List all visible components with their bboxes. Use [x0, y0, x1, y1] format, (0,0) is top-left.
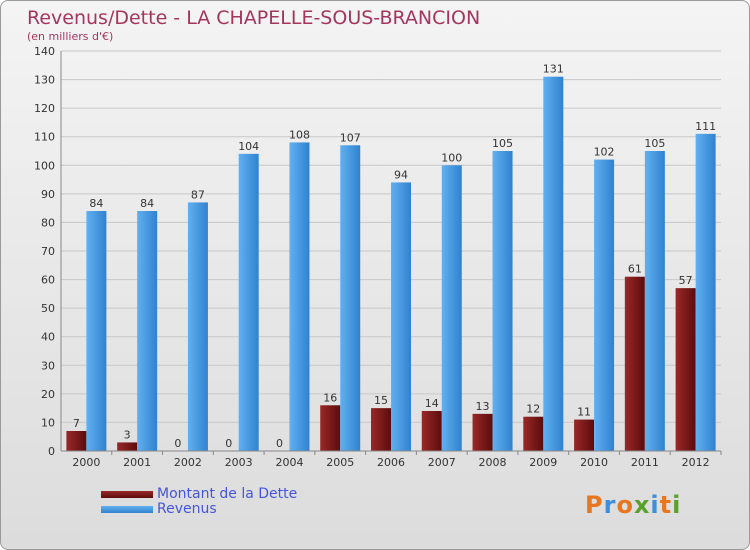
- data-label-revenus: 102: [594, 146, 615, 159]
- data-label-revenus: 84: [89, 197, 103, 210]
- data-label-revenus: 100: [441, 151, 462, 164]
- x-tick-label: 2010: [580, 456, 608, 469]
- data-label-revenus: 105: [644, 137, 665, 150]
- bar-dette: [523, 416, 544, 451]
- y-tick-label: 20: [41, 388, 55, 401]
- x-tick-label: 2003: [225, 456, 253, 469]
- data-label-revenus: 108: [289, 128, 310, 141]
- data-label-dette: 3: [124, 428, 131, 441]
- bar-dette: [624, 276, 645, 451]
- x-tick-label: 2004: [275, 456, 303, 469]
- x-tick-label: 2007: [428, 456, 456, 469]
- data-label-dette: 57: [679, 274, 693, 287]
- y-tick-label: 140: [34, 45, 55, 58]
- bar-dette: [371, 408, 391, 451]
- data-label-revenus: 111: [695, 120, 716, 133]
- data-label-dette: 16: [323, 391, 337, 404]
- bar-dette: [320, 405, 341, 451]
- bar-dette: [66, 431, 87, 451]
- y-tick-label: 110: [34, 131, 55, 144]
- x-tick-label: 2005: [326, 456, 354, 469]
- x-tick-label: 2001: [123, 456, 151, 469]
- data-label-dette: 7: [73, 417, 80, 430]
- data-label-dette: 11: [577, 406, 591, 419]
- y-tick-label: 50: [41, 302, 55, 315]
- bar-revenus: [441, 165, 462, 452]
- data-label-revenus: 87: [191, 188, 205, 201]
- bar-dette: [117, 442, 138, 451]
- data-label-revenus: 131: [543, 63, 564, 76]
- bar-revenus: [695, 133, 716, 451]
- y-tick-label: 80: [41, 216, 55, 229]
- legend-swatch-revenus: [101, 506, 153, 513]
- chart-title: Revenus/Dette - LA CHAPELLE-SOUS-BRANCIO…: [27, 7, 481, 29]
- y-tick-label: 130: [34, 74, 55, 87]
- legend-label-dette: Montant de la Dette: [157, 486, 298, 502]
- data-label-dette: 15: [374, 394, 388, 407]
- y-tick-label: 90: [41, 188, 55, 201]
- data-label-revenus: 104: [238, 140, 259, 153]
- y-tick-label: 40: [41, 331, 55, 344]
- data-label-dette: 13: [476, 400, 490, 413]
- bar-dette: [421, 411, 442, 451]
- legend-label-revenus: Revenus: [157, 501, 217, 517]
- data-label-revenus: 105: [492, 137, 513, 150]
- y-tick-label: 100: [34, 159, 55, 172]
- data-label-dette: 14: [425, 397, 439, 410]
- bar-revenus: [289, 142, 310, 451]
- bar-revenus: [594, 159, 615, 452]
- chart-subtitle: (en milliers d'€): [27, 30, 114, 43]
- data-label-dette: 0: [225, 437, 232, 450]
- data-label-dette: 61: [628, 263, 642, 276]
- bar-revenus: [391, 182, 411, 451]
- bar-revenus: [543, 76, 564, 451]
- y-tick-label: 70: [41, 245, 55, 258]
- y-tick-label: 30: [41, 359, 55, 372]
- x-tick-label: 2012: [682, 456, 710, 469]
- bar-revenus: [644, 151, 665, 451]
- bar-dette: [574, 419, 595, 451]
- x-tick-label: 2009: [529, 456, 557, 469]
- proxiti-logo: Proxiti: [585, 491, 682, 519]
- y-tick-label: 60: [41, 274, 55, 287]
- x-tick-label: 2008: [479, 456, 507, 469]
- data-label-dette: 0: [276, 437, 283, 450]
- data-label-revenus: 94: [394, 168, 408, 181]
- y-tick-label: 0: [48, 445, 55, 458]
- bar-dette: [472, 413, 493, 451]
- bar-revenus: [187, 202, 208, 451]
- legend-swatch-dette: [101, 491, 153, 498]
- data-label-dette: 12: [526, 403, 540, 416]
- bar-revenus: [492, 151, 513, 451]
- x-tick-label: 2006: [377, 456, 405, 469]
- bar-revenus: [340, 145, 361, 452]
- bar-dette: [675, 288, 696, 451]
- bar-revenus: [86, 211, 107, 451]
- data-label-revenus: 84: [140, 197, 154, 210]
- x-tick-label: 2011: [631, 456, 659, 469]
- bar-revenus: [137, 211, 158, 451]
- bar-revenus: [238, 153, 259, 451]
- y-tick-label: 10: [41, 416, 55, 429]
- y-tick-label: 120: [34, 102, 55, 115]
- data-label-revenus: 107: [340, 131, 361, 144]
- x-tick-label: 2000: [72, 456, 100, 469]
- x-tick-label: 2002: [174, 456, 202, 469]
- data-label-dette: 0: [174, 437, 181, 450]
